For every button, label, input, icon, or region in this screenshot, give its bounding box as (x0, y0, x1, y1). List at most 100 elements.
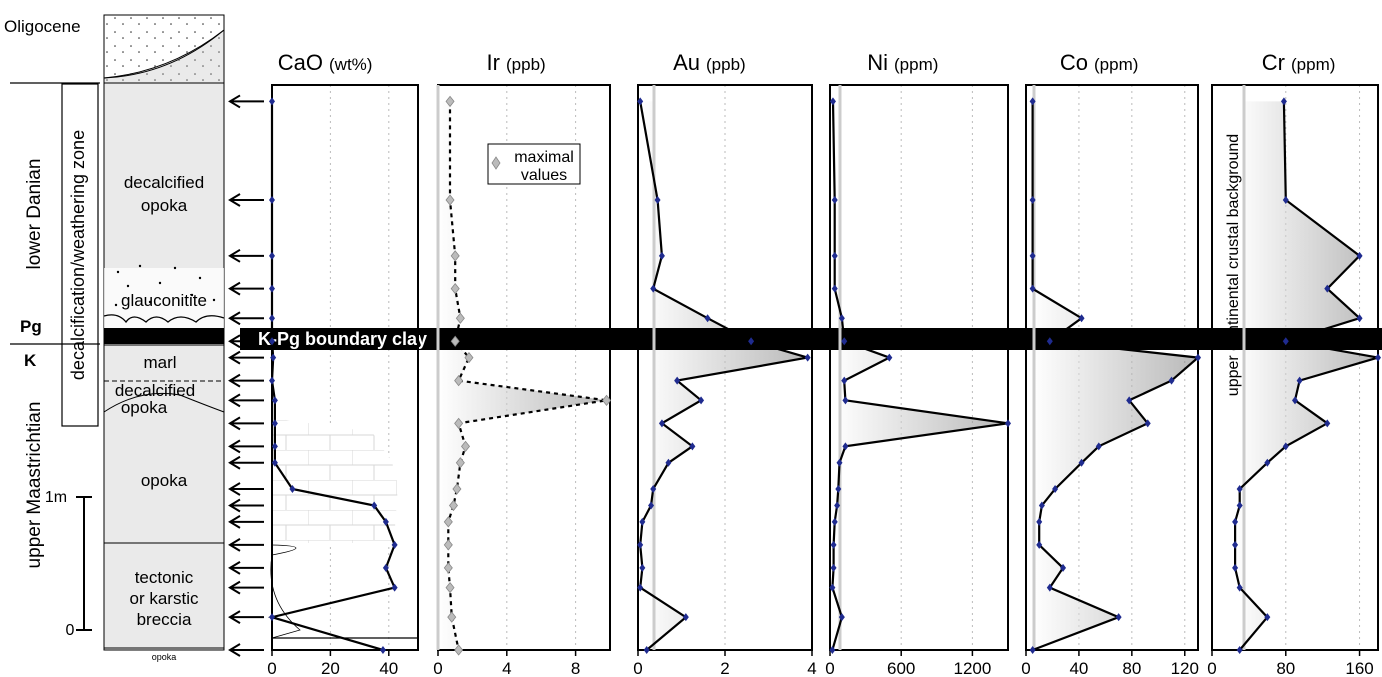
sample-arrow (228, 311, 264, 326)
glauconitite-grains (114, 264, 216, 307)
tick-label: 0 (1021, 659, 1030, 677)
data-point (650, 284, 657, 293)
panel-co: Co (ppm) 0 40 80 120 (1021, 50, 1201, 677)
sample-arrow (228, 281, 264, 296)
cao-brick-fill (272, 418, 398, 543)
data-point (704, 314, 711, 323)
data-point (639, 563, 646, 572)
data-point (461, 440, 471, 452)
data-point (371, 501, 378, 510)
data-point (447, 611, 457, 623)
litho-glauconitite: glauconitite (121, 291, 207, 310)
sample-arrow (228, 643, 264, 657)
sample-arrow (228, 538, 264, 552)
legend: maximal values (487, 143, 581, 185)
data-point (637, 97, 644, 106)
sample-arrow (228, 416, 264, 431)
glauconite-grain (158, 281, 162, 285)
data-point (682, 613, 689, 622)
data-point (1144, 419, 1151, 428)
data-point (1095, 442, 1102, 451)
tick-label: 40 (379, 659, 398, 677)
tick-label: 4 (502, 659, 511, 677)
sample-arrow (228, 580, 264, 595)
data-point (1029, 646, 1036, 654)
litho-breccia-2: or karstic (130, 589, 199, 608)
tick-label: 2 (720, 659, 729, 677)
data-point (1236, 485, 1243, 494)
series-line-au (639, 101, 808, 651)
data-point (450, 283, 460, 295)
data-point (450, 250, 460, 262)
data-point (698, 396, 705, 405)
litho-decalcified-opoka-lower-2: opoka (121, 398, 168, 417)
data-point (455, 457, 465, 469)
data-point (1060, 563, 1067, 572)
data-point (1046, 583, 1053, 592)
panel-unit-ni: (ppm) (894, 55, 938, 74)
data-point (269, 613, 275, 622)
litho-breccia-1: tectonic (135, 568, 194, 587)
data-point (637, 540, 644, 549)
tick-label: 80 (1276, 659, 1295, 677)
data-point (454, 417, 464, 429)
label-weathering-zone: decalcification/weathering zone (68, 130, 88, 380)
sample-arrows (228, 94, 264, 657)
data-point (1232, 563, 1239, 572)
sample-arrow (228, 393, 264, 408)
data-point (443, 539, 453, 551)
data-point (1115, 613, 1122, 622)
panel-title-ir: Ir (487, 50, 500, 75)
data-point (829, 583, 836, 592)
glauconite-grain (114, 303, 118, 307)
glauconite-grain (190, 293, 194, 297)
sample-arrow (228, 455, 264, 470)
data-point (1236, 501, 1243, 510)
lithology-column (103, 14, 225, 651)
tick-label: 40 (1069, 659, 1088, 677)
tick-label: 1200 (953, 659, 991, 677)
data-point (1046, 337, 1053, 346)
data-point (1356, 314, 1363, 323)
data-point (1038, 501, 1045, 510)
data-point (658, 251, 665, 260)
data-point (1036, 517, 1043, 526)
panel-title-cao: CaO (278, 50, 323, 75)
sample-arrow (228, 515, 264, 529)
glauconite-grain (212, 298, 216, 302)
data-point (748, 337, 755, 346)
data-point (1292, 396, 1298, 405)
tick-label: 0 (267, 659, 276, 677)
litho-decalcified-opoka-1: decalcified (124, 173, 204, 192)
data-point (831, 284, 838, 293)
data-point (689, 442, 696, 451)
data-point (269, 195, 275, 204)
series-line-co (1031, 101, 1201, 652)
label-lower-danian: lower Danian (24, 159, 45, 270)
data-point (445, 194, 455, 206)
data-point (1078, 314, 1085, 323)
panel-title-ni: Ni (867, 50, 888, 75)
data-point (382, 563, 389, 572)
panel-ni: Ni (ppm) 0 600 1200 (825, 50, 1011, 677)
series-line-cao (267, 101, 397, 652)
litho-opoka: opoka (141, 471, 188, 490)
litho-decalcified-opoka-lower-1: decalcified (115, 381, 195, 400)
sample-arrow (228, 498, 264, 513)
data-point (602, 394, 612, 406)
data-point (1029, 97, 1036, 106)
data-point (455, 312, 465, 324)
data-point (379, 646, 386, 654)
data-point (836, 458, 843, 467)
data-point (270, 353, 277, 362)
glauconite-grain (138, 264, 142, 268)
data-point (443, 516, 453, 528)
panel-cao: CaO (wt%) 0 20 40 (267, 50, 419, 677)
data-point (1029, 251, 1036, 260)
data-point (1052, 485, 1059, 494)
sample-arrow (228, 373, 264, 388)
data-point (648, 501, 655, 510)
data-point (1195, 353, 1201, 362)
